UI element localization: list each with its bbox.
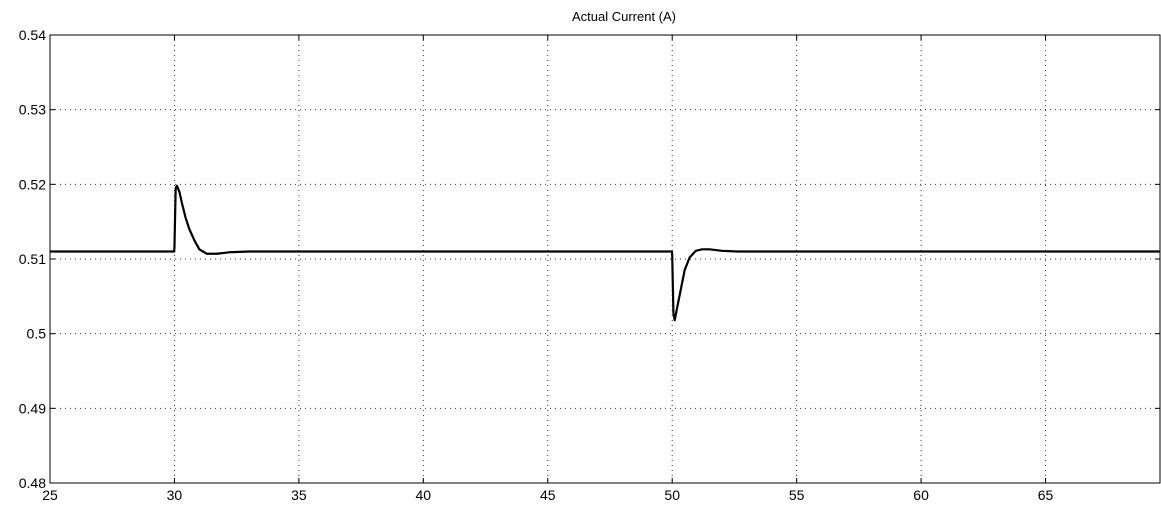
series-line — [50, 184, 1160, 322]
y-tick-label: 0.53 — [19, 102, 46, 118]
plot-area-frame — [49, 34, 1161, 484]
x-tick-label: 35 — [291, 487, 307, 503]
x-tick-labels: 25 30 35 40 45 50 55 60 65 — [42, 487, 1053, 503]
chart-title: Actual Current (A) — [572, 9, 676, 24]
x-tick-label: 65 — [1038, 487, 1054, 503]
y-tick-label: 0.51 — [19, 251, 46, 267]
y-tick-label: 0.54 — [19, 27, 46, 43]
x-tick-label: 40 — [416, 487, 432, 503]
x-tick-label: 45 — [540, 487, 556, 503]
x-tick-label: 30 — [167, 487, 183, 503]
y-tick-label: 0.49 — [19, 400, 46, 416]
x-tick-label: 55 — [789, 487, 805, 503]
y-tick-label: 0.5 — [27, 326, 47, 342]
x-tick-label: 50 — [664, 487, 680, 503]
x-tick-label: 60 — [913, 487, 929, 503]
y-tick-labels: 0.48 0.49 0.5 0.51 0.52 0.53 0.54 — [19, 27, 46, 491]
grid — [50, 35, 1160, 483]
x-tick-label: 25 — [42, 487, 58, 503]
y-tick-label: 0.48 — [19, 475, 46, 491]
y-tick-label: 0.52 — [19, 176, 46, 192]
